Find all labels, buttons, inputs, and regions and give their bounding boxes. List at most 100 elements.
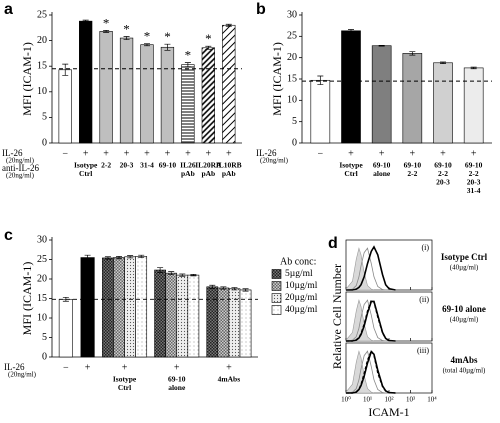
legend-swatch xyxy=(271,293,282,303)
y-tick-label: 15 xyxy=(37,293,47,304)
panel-subtitle: (40µg/ml) xyxy=(450,316,479,324)
legend-label: 20µg/ml xyxy=(285,293,318,303)
y-axis-label: MFI (ICAM-1) xyxy=(20,42,34,116)
panel-letter: b xyxy=(256,1,266,18)
panel-sublabel: (iii) xyxy=(417,346,429,355)
bar xyxy=(58,69,72,144)
legend-label: 40µg/ml xyxy=(285,305,318,315)
error-bar xyxy=(440,61,446,64)
error-bar xyxy=(348,29,354,33)
y-tick-label: 10 xyxy=(287,95,297,106)
row-label-sub: (20ng/ml) xyxy=(6,172,35,180)
error-bar xyxy=(168,271,175,276)
legend-swatch xyxy=(271,269,282,279)
row-label-sub: (20ng/ml) xyxy=(260,157,289,165)
treatment-label: + xyxy=(440,148,446,159)
treatment-label: + xyxy=(144,148,150,159)
y-tick-label: 0 xyxy=(292,137,297,148)
error-bar xyxy=(138,254,145,258)
category-label: Isotype xyxy=(339,161,363,170)
panel-title: 69-10 alone xyxy=(442,304,486,314)
error-bar xyxy=(179,273,186,277)
category-label: 31-4 xyxy=(467,186,481,195)
treatment-label: + xyxy=(174,362,180,373)
category-label: pAb xyxy=(181,169,195,178)
y-axis-label: MFI (ICAM-1) xyxy=(20,262,34,336)
legend-label: 10µg/ml xyxy=(285,281,318,291)
significance-marker: * xyxy=(144,29,151,44)
category-label: 4mAbs xyxy=(218,375,241,384)
error-bar xyxy=(231,287,238,291)
error-bar xyxy=(164,43,171,51)
error-bar xyxy=(317,75,324,85)
category-label: IL10RB xyxy=(216,161,242,170)
bar xyxy=(119,37,134,144)
treatment-label: − xyxy=(318,148,324,159)
y-tick-label: 5 xyxy=(42,332,47,343)
error-bar xyxy=(123,36,130,40)
bar xyxy=(176,274,189,358)
bar xyxy=(433,62,453,144)
significance-marker: * xyxy=(123,21,130,36)
error-bar xyxy=(116,256,123,260)
panel-subtitle: (total 40µg/ml) xyxy=(443,367,486,375)
treatment-label: + xyxy=(185,148,191,159)
treatment-label: + xyxy=(379,148,385,159)
panel-subtitle: (40µg/ml) xyxy=(450,264,479,272)
legend-title: Ab conc: xyxy=(280,256,316,267)
row-label-sub: (20ng/ml) xyxy=(6,157,35,165)
y-tick-label: 20 xyxy=(37,273,47,284)
bar xyxy=(99,31,113,144)
row-label: IL-26 xyxy=(4,362,25,372)
x-tick-label: 10³ xyxy=(406,396,415,404)
bar xyxy=(165,272,178,358)
legend-swatch xyxy=(271,281,282,291)
category-label: 2-2 xyxy=(438,169,448,178)
category-label: alone xyxy=(168,383,186,392)
treatment-label: + xyxy=(226,148,232,159)
y-tick-label: 15 xyxy=(37,60,47,71)
y-tick-label: 0 xyxy=(42,137,47,148)
x-axis-label: ICAM-1 xyxy=(368,405,409,419)
bar xyxy=(310,79,331,144)
y-axis-label: Relative Cell Number xyxy=(330,264,344,369)
error-bar xyxy=(220,286,227,290)
row-label: IL-26 xyxy=(2,148,23,158)
panel-sublabel: (i) xyxy=(421,243,429,252)
bar xyxy=(181,64,195,144)
legend-swatch xyxy=(271,305,282,315)
y-tick-label: 25 xyxy=(287,31,297,42)
category-label: 69-10 xyxy=(404,161,422,170)
category-label: 69-10 xyxy=(159,161,177,170)
category-label: IL26 xyxy=(180,161,196,170)
error-bar xyxy=(242,288,249,292)
treatment-label: + xyxy=(206,148,212,159)
error-bar xyxy=(103,30,110,33)
legend-label: 5µg/ml xyxy=(285,269,313,279)
category-label: Ctrl xyxy=(344,169,357,178)
y-tick-label: 10 xyxy=(37,86,47,97)
x-tick-label: 10⁴ xyxy=(427,396,437,404)
category-label: 69-10 xyxy=(434,161,452,170)
y-tick-label: 5 xyxy=(292,116,297,127)
bar xyxy=(102,257,114,358)
panel-title: 4mAbs xyxy=(450,355,478,365)
y-tick-label: 20 xyxy=(287,52,297,63)
significance-marker: * xyxy=(185,48,192,63)
category-label: pAb xyxy=(201,169,215,178)
category-label: 20-3 xyxy=(436,178,450,187)
y-tick-label: 5 xyxy=(42,112,47,123)
bar xyxy=(154,269,166,358)
error-bar xyxy=(144,43,150,47)
category-label: 69-10 xyxy=(465,161,483,170)
y-tick-label: 30 xyxy=(37,234,47,245)
bar xyxy=(124,256,136,358)
category-label: Ctrl xyxy=(118,383,131,392)
y-tick-label: 20 xyxy=(37,35,47,46)
bar xyxy=(222,24,236,144)
error-bar xyxy=(104,256,111,260)
bar xyxy=(160,46,175,144)
bar xyxy=(341,30,361,144)
